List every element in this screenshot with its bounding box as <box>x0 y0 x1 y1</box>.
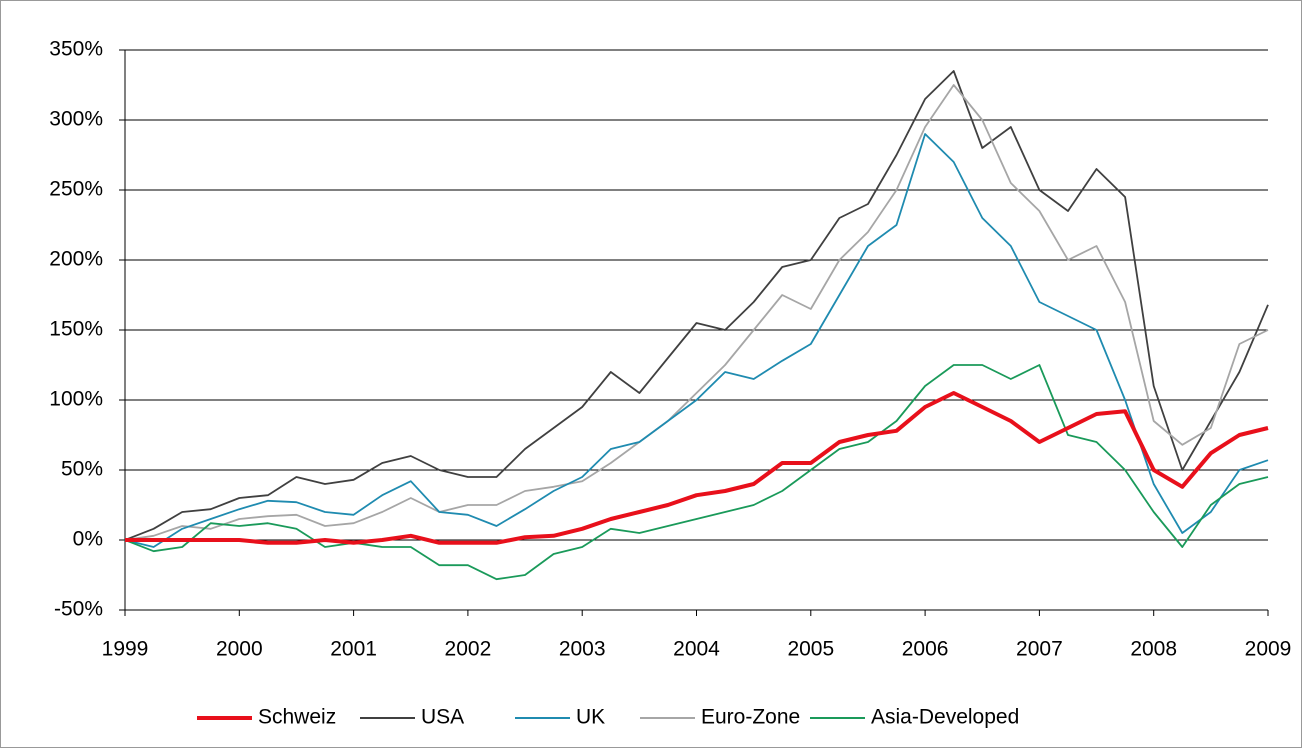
y-tick-label: 200% <box>49 248 103 271</box>
y-tick-label: 100% <box>49 388 103 411</box>
x-tick-label: 2008 <box>1130 638 1177 661</box>
x-tick-label: 2001 <box>330 638 377 661</box>
x-tick-label: 2007 <box>1016 638 1063 661</box>
x-tick-label: 2006 <box>902 638 949 661</box>
series-line <box>124 133 1269 548</box>
y-tick-label: 0% <box>73 528 103 551</box>
y-tick-label: -50% <box>54 598 103 621</box>
x-tick-label: 2000 <box>216 638 263 661</box>
legend-label: Schweiz <box>258 706 336 729</box>
series-line <box>124 70 1269 541</box>
series-line <box>124 84 1269 541</box>
x-tick-label: 2009 <box>1245 638 1292 661</box>
x-tick-label: 2005 <box>787 638 834 661</box>
y-tick-label: 150% <box>49 318 103 341</box>
y-tick-label: 350% <box>49 38 103 61</box>
legend-label: Euro-Zone <box>701 706 800 729</box>
x-tick-label: 2003 <box>559 638 606 661</box>
legend-label: Asia-Developed <box>871 706 1019 729</box>
y-tick-label: 250% <box>49 178 103 201</box>
x-tick-label: 2002 <box>445 638 492 661</box>
y-tick-label: 50% <box>61 458 103 481</box>
series-line <box>125 391 1269 545</box>
x-tick-label: 2004 <box>673 638 720 661</box>
y-tick-label: 300% <box>49 108 103 131</box>
legend-label: UK <box>576 706 605 729</box>
legend-label: USA <box>421 706 464 729</box>
x-tick-label: 1999 <box>102 638 149 661</box>
